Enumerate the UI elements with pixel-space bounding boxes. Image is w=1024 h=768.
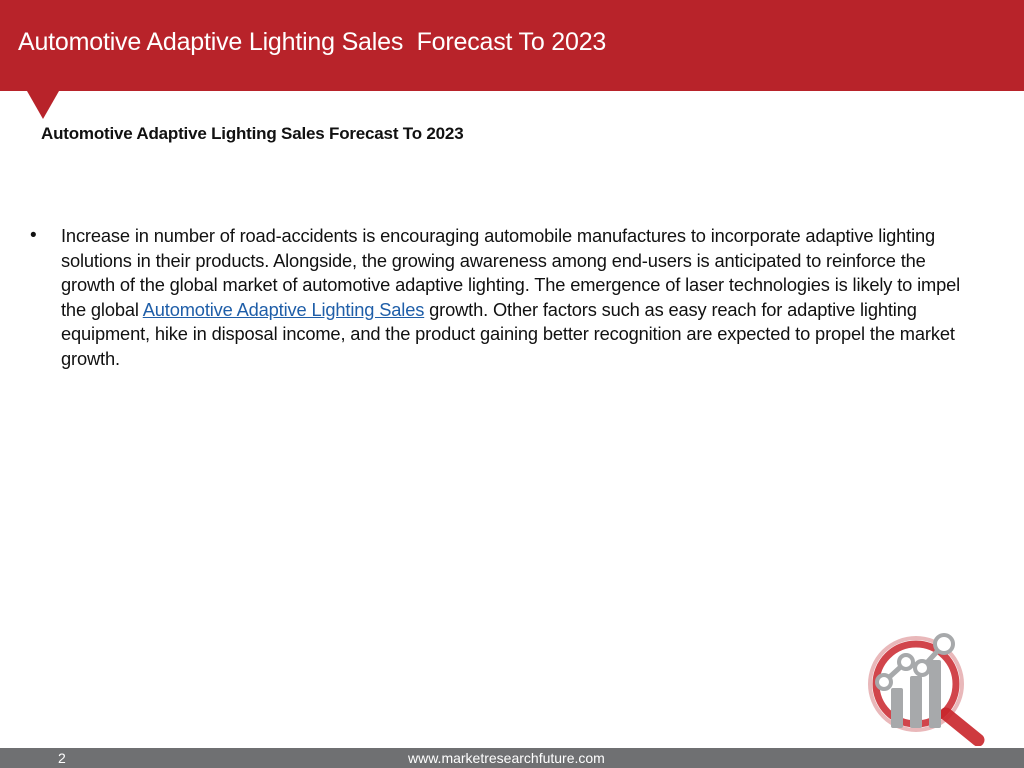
page-number: 2 bbox=[58, 750, 66, 766]
paragraph-text-after-link: growth. Other factors such as easy reach… bbox=[61, 298, 955, 369]
header-pointer bbox=[27, 91, 59, 119]
header-bar: Automotive Adaptive Lighting Sales Forec… bbox=[0, 0, 1024, 91]
footer-website-url: www.marketresearchfuture.com bbox=[408, 750, 605, 766]
paragraph-text-before-link: Increase in number of road-accidents is … bbox=[61, 225, 961, 320]
bullet-paragraph: Increase in number of road-accidents is … bbox=[61, 224, 980, 371]
slide-subtitle: Automotive Adaptive Lighting Sales Forec… bbox=[41, 124, 464, 143]
bullet-marker: • bbox=[30, 225, 37, 246]
bullet-item: • Increase in number of road-accidents i… bbox=[30, 224, 980, 371]
footer-bar bbox=[0, 748, 1024, 768]
automotive-adaptive-lighting-sales-link[interactable]: Automotive Adaptive Lighting Sales bbox=[142, 298, 425, 320]
market-research-logo-icon bbox=[860, 628, 992, 747]
slide-title: Automotive Adaptive Lighting Sales Forec… bbox=[18, 28, 607, 56]
magnifier-chart-logo-icon bbox=[868, 633, 985, 747]
